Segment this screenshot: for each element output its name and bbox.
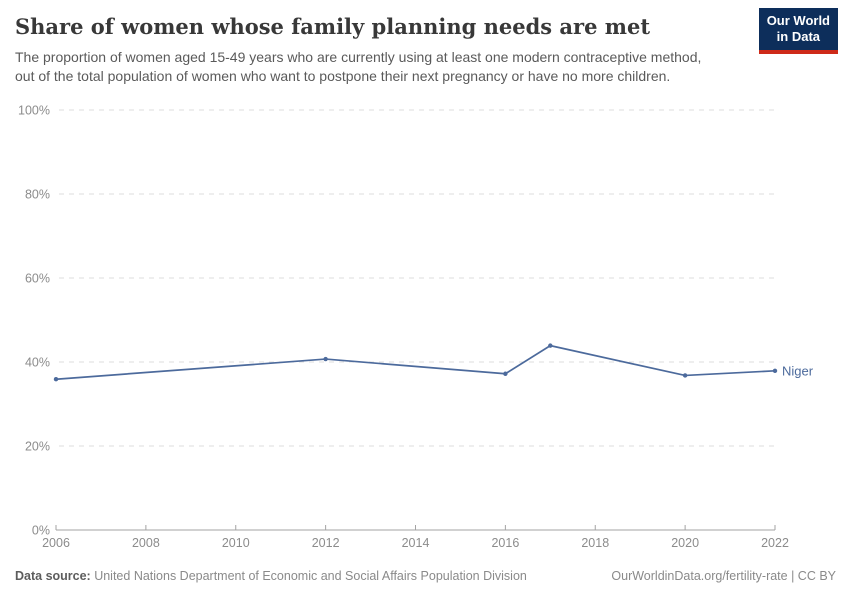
data-source-label: Data source:: [15, 569, 91, 583]
data-source-text: United Nations Department of Economic an…: [90, 569, 527, 583]
logo-line-1: Our World: [766, 13, 830, 28]
data-point[interactable]: [53, 377, 59, 382]
y-tick-label: 100%: [18, 104, 50, 118]
y-tick-label: 80%: [25, 188, 50, 202]
data-source: Data source: United Nations Department o…: [15, 569, 527, 583]
logo-line-2: in Data: [776, 29, 821, 44]
y-tick-label: 40%: [25, 356, 50, 370]
x-tick-label: 2006: [42, 536, 70, 550]
y-tick-label: 60%: [25, 272, 50, 286]
x-tick-label: 2016: [491, 536, 519, 550]
y-tick-label: 0%: [32, 524, 50, 538]
data-point[interactable]: [323, 356, 328, 362]
data-point[interactable]: [548, 343, 553, 348]
attribution-link[interactable]: OurWorldinData.org/fertility-rate | CC B…: [611, 569, 836, 583]
y-tick-label: 20%: [25, 440, 50, 454]
series-end-label[interactable]: Niger: [782, 363, 814, 378]
x-tick-label: 2020: [671, 536, 699, 550]
x-tick-label: 2010: [222, 536, 250, 550]
data-point[interactable]: [682, 373, 688, 378]
owid-logo[interactable]: Our World in Data: [758, 8, 838, 54]
subtitle-line-2: out of the total population of women who…: [15, 68, 671, 84]
x-tick-label: 2014: [402, 536, 430, 550]
data-point[interactable]: [503, 371, 508, 376]
subtitle-line-1: The proportion of women aged 15-49 years…: [15, 49, 702, 65]
series-line[interactable]: [55, 344, 776, 381]
x-tick-label: 2022: [761, 536, 789, 550]
chart-header: Share of women whose family planning nee…: [15, 14, 750, 86]
x-tick-label: 2012: [312, 536, 340, 550]
data-point[interactable]: [772, 368, 778, 374]
chart-subtitle: The proportion of women aged 15-49 years…: [15, 48, 750, 86]
chart-title: Share of women whose family planning nee…: [15, 14, 651, 39]
x-tick-label: 2018: [581, 536, 609, 550]
x-tick-label: 2008: [132, 536, 160, 550]
chart-footer: Data source: United Nations Department o…: [15, 569, 836, 583]
